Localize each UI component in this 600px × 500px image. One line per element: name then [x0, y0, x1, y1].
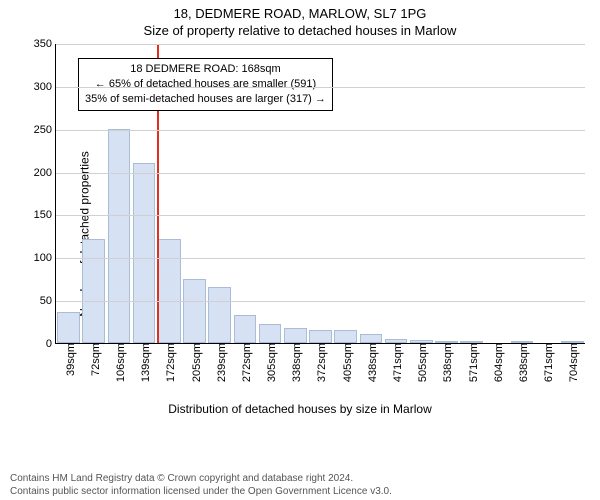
x-tick-label: 272sqm: [237, 343, 253, 382]
gridline: [56, 173, 585, 174]
bar: [158, 239, 181, 343]
bar: [234, 315, 257, 343]
x-tick-label: 571sqm: [464, 343, 480, 382]
y-tick-label: 0: [26, 338, 52, 350]
bar: [82, 239, 105, 343]
x-tick-label: 172sqm: [161, 343, 177, 382]
x-tick-label: 72sqm: [86, 343, 102, 376]
x-tick-label: 638sqm: [514, 343, 530, 382]
bar-slot: 671sqm: [535, 44, 560, 343]
footer-line-2: Contains public sector information licen…: [10, 485, 590, 498]
bar: [360, 334, 383, 343]
gridline: [56, 44, 585, 45]
y-tick-label: 350: [26, 38, 52, 50]
bar-slot: 638sqm: [509, 44, 534, 343]
y-tick-label: 50: [26, 295, 52, 307]
bar-slot: 405sqm: [333, 44, 358, 343]
plot-area: 39sqm72sqm106sqm139sqm172sqm205sqm239sqm…: [55, 44, 585, 344]
bar-slot: 438sqm: [358, 44, 383, 343]
bar: [334, 330, 357, 343]
y-tick-label: 300: [26, 81, 52, 93]
y-tick-label: 150: [26, 209, 52, 221]
footer-attribution: Contains HM Land Registry data © Crown c…: [0, 472, 600, 498]
x-tick-label: 139sqm: [136, 343, 152, 382]
bar: [284, 328, 307, 343]
x-tick-label: 39sqm: [61, 343, 77, 376]
bar-slot: 538sqm: [434, 44, 459, 343]
bar: [108, 129, 131, 343]
bar: [309, 330, 332, 343]
gridline: [56, 258, 585, 259]
x-tick-label: 438sqm: [363, 343, 379, 382]
bar-slot: 471sqm: [383, 44, 408, 343]
x-tick-label: 604sqm: [489, 343, 505, 382]
chart-container: Number of detached properties 39sqm72sqm…: [0, 44, 600, 424]
gridline: [56, 301, 585, 302]
x-tick-label: 538sqm: [438, 343, 454, 382]
x-tick-label: 671sqm: [539, 343, 555, 382]
x-axis-label: Distribution of detached houses by size …: [0, 402, 600, 416]
bar: [259, 324, 282, 343]
y-tick-label: 100: [26, 252, 52, 264]
gridline: [56, 130, 585, 131]
x-tick-label: 505sqm: [413, 343, 429, 382]
x-tick-label: 106sqm: [111, 343, 127, 382]
annotation-box: 18 DEDMERE ROAD: 168sqm ← 65% of detache…: [78, 58, 333, 111]
gridline: [56, 215, 585, 216]
bar-slot: 571sqm: [459, 44, 484, 343]
y-tick-label: 250: [26, 124, 52, 136]
chart-title-sub: Size of property relative to detached ho…: [0, 21, 600, 38]
gridline: [56, 87, 585, 88]
bar-slot: 604sqm: [484, 44, 509, 343]
x-tick-label: 704sqm: [564, 343, 580, 382]
x-tick-label: 205sqm: [187, 343, 203, 382]
annotation-line-2: ← 65% of detached houses are smaller (59…: [85, 77, 326, 92]
bar: [208, 287, 231, 343]
annotation-line-3: 35% of semi-detached houses are larger (…: [85, 92, 326, 107]
bar: [183, 279, 206, 343]
bar: [133, 163, 156, 343]
y-tick-label: 200: [26, 167, 52, 179]
bar-slot: 505sqm: [409, 44, 434, 343]
x-tick-label: 305sqm: [262, 343, 278, 382]
x-tick-label: 338sqm: [287, 343, 303, 382]
chart-title-main: 18, DEDMERE ROAD, MARLOW, SL7 1PG: [0, 0, 600, 21]
annotation-line-1: 18 DEDMERE ROAD: 168sqm: [85, 62, 326, 77]
x-tick-label: 239sqm: [212, 343, 228, 382]
bar: [57, 312, 80, 343]
bar-slot: 704sqm: [560, 44, 585, 343]
footer-line-1: Contains HM Land Registry data © Crown c…: [10, 472, 590, 485]
x-tick-label: 471sqm: [388, 343, 404, 382]
x-tick-label: 372sqm: [312, 343, 328, 382]
x-tick-label: 405sqm: [338, 343, 354, 382]
